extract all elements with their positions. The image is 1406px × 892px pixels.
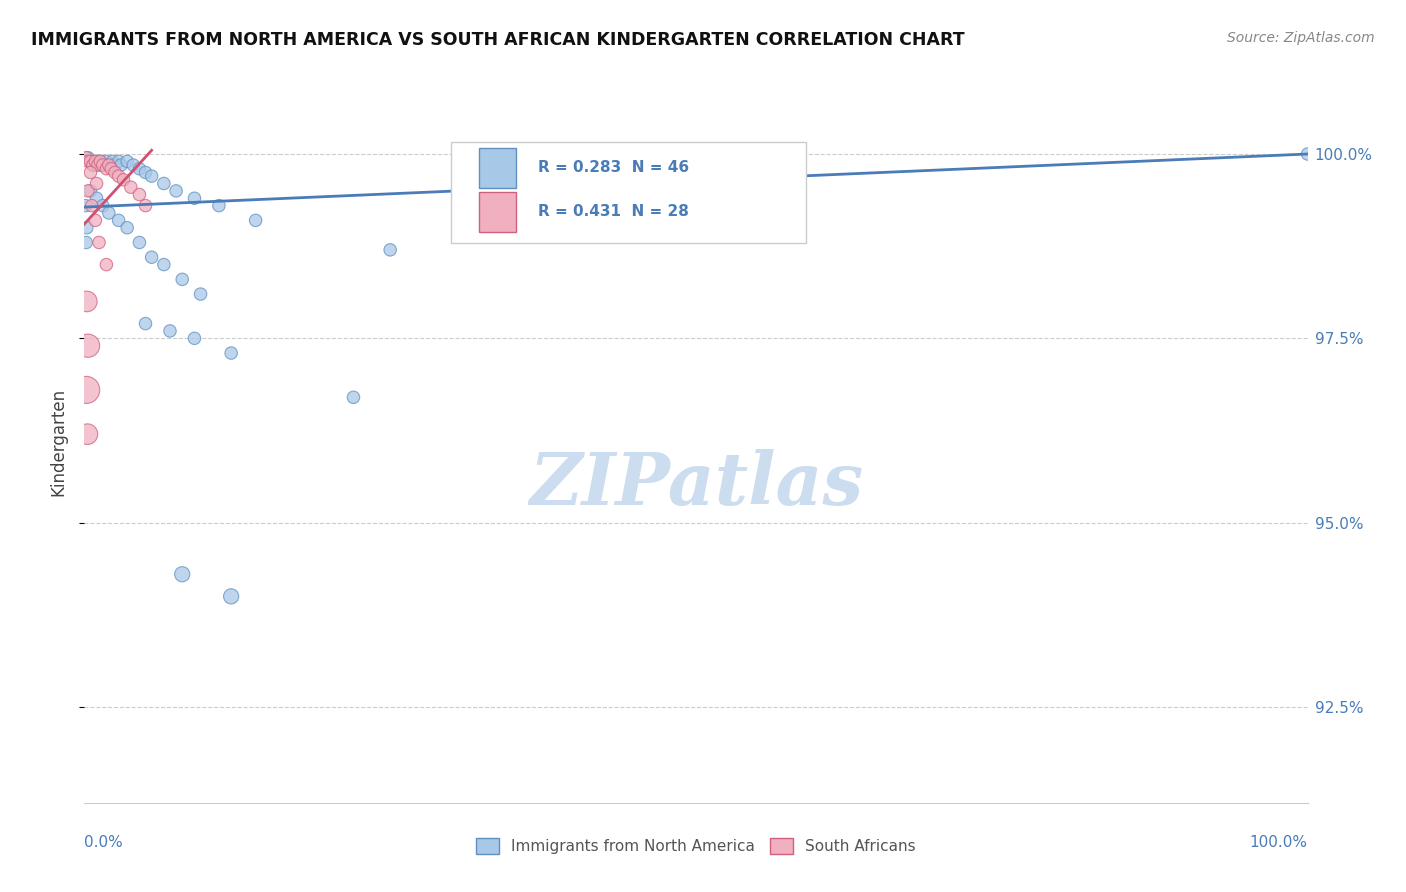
Point [77,154,100,169]
Point [115,220,138,235]
Text: Source: ZipAtlas.com: Source: ZipAtlas.com [1227,31,1375,45]
Point [75,383,97,397]
Point [112,173,135,187]
Point [141,250,163,264]
Text: R = 0.431  N = 28: R = 0.431 N = 28 [538,204,689,219]
Point [159,324,181,338]
Point [120,180,142,194]
Point [75,235,97,250]
Point [104,158,127,172]
Point [97,158,120,172]
Point [77,184,100,198]
Point [76,220,98,235]
Point [82,158,104,172]
Point [128,161,150,176]
Point [135,317,157,331]
Point [89,154,111,169]
Point [100,161,122,176]
Point [342,390,364,404]
Point [245,213,267,227]
FancyBboxPatch shape [479,192,516,232]
Legend: Immigrants from North America, South Africans: Immigrants from North America, South Afr… [470,832,922,860]
Point [219,590,242,604]
Point [208,199,231,213]
Point [380,243,402,257]
Point [84,213,107,227]
Point [153,177,176,191]
Point [91,158,114,172]
Point [107,154,129,169]
Text: IMMIGRANTS FROM NORTH AMERICA VS SOUTH AFRICAN KINDERGARTEN CORRELATION CHART: IMMIGRANTS FROM NORTH AMERICA VS SOUTH A… [31,31,965,49]
Point [87,235,110,250]
Point [115,154,138,169]
Point [84,154,107,169]
Point [77,151,100,165]
Point [190,287,212,301]
Point [75,151,97,165]
Point [77,339,100,353]
Point [96,154,118,169]
Point [172,567,194,582]
Point [75,199,97,213]
Point [183,191,205,205]
Point [128,187,150,202]
Point [135,165,157,179]
Point [97,158,120,172]
Point [183,331,205,345]
Point [86,177,108,191]
Point [79,165,101,179]
Point [219,346,242,360]
Point [165,184,187,198]
Point [96,258,118,272]
Point [79,184,101,198]
Point [86,191,108,205]
Point [76,294,98,309]
Text: 0.0%: 0.0% [84,835,124,850]
Point [153,258,176,272]
Point [91,199,114,213]
Point [110,158,132,172]
Point [135,199,157,213]
Point [84,154,107,169]
Point [1296,147,1319,161]
Point [96,161,118,176]
Point [122,158,145,172]
Y-axis label: Kindergarten: Kindergarten [49,387,67,496]
Point [97,206,120,220]
Point [79,154,101,169]
Point [128,235,150,250]
Point [141,169,163,183]
Text: ZIPatlas: ZIPatlas [529,450,863,520]
Point [82,158,104,172]
Point [79,154,101,169]
Point [76,427,98,442]
Text: R = 0.283  N = 46: R = 0.283 N = 46 [538,161,689,175]
Point [91,158,114,172]
Point [104,165,127,179]
Point [80,199,103,213]
Point [87,158,110,172]
FancyBboxPatch shape [479,148,516,187]
Point [87,158,110,172]
Point [107,213,129,227]
FancyBboxPatch shape [451,142,806,243]
Point [101,154,124,169]
Point [172,272,194,286]
Point [89,154,111,169]
Point [107,169,129,183]
Text: 100.0%: 100.0% [1250,835,1308,850]
